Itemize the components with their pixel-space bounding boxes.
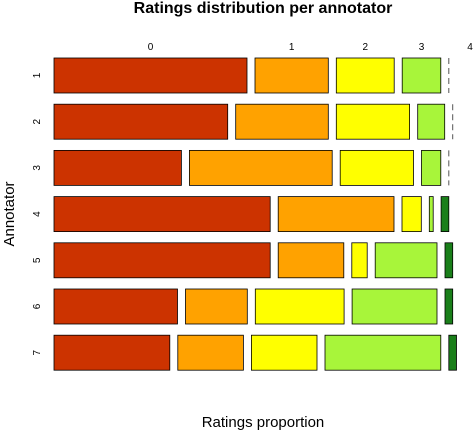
annotator-tick-7: 7	[32, 349, 43, 355]
rating-tick-0: 0	[148, 42, 154, 53]
annotator-tick-4: 4	[32, 211, 43, 217]
mosaic-tiles	[53, 57, 457, 371]
tile-7-0	[53, 334, 171, 371]
tile-2-2	[335, 103, 410, 140]
tile-3-1	[188, 149, 333, 186]
tile-5-0	[53, 242, 271, 279]
annotator-tick-1: 1	[32, 72, 43, 78]
annotator-tick-5: 5	[32, 257, 43, 263]
tile-2-1	[235, 103, 329, 140]
tile-6-1	[185, 288, 248, 325]
tile-7-1	[177, 334, 244, 371]
tile-3-2	[339, 149, 414, 186]
rating-tick-2: 2	[363, 42, 369, 53]
tile-6-4	[444, 288, 454, 325]
tile-5-4	[444, 242, 454, 279]
tile-2-3	[417, 103, 446, 140]
y-axis-label: Annotator	[1, 181, 18, 246]
annotator-tick-2: 2	[32, 118, 43, 124]
tile-5-2	[351, 242, 368, 279]
tile-4-1	[277, 196, 395, 233]
tile-7-4	[448, 334, 457, 371]
tile-4-2	[401, 196, 422, 233]
tile-1-0	[53, 57, 248, 94]
tile-5-1	[277, 242, 345, 279]
tile-1-3	[401, 57, 442, 94]
tile-3-3	[421, 149, 442, 186]
tile-3-0	[53, 149, 182, 186]
tile-2-0	[53, 103, 229, 140]
tile-1-1	[254, 57, 329, 94]
annotator-tick-3: 3	[32, 165, 43, 171]
tile-1-2	[335, 57, 395, 94]
annotator-tick-6: 6	[32, 303, 43, 309]
chart-title: Ratings distribution per annotator	[134, 0, 393, 17]
tile-5-3	[374, 242, 438, 279]
tile-4-0	[53, 196, 271, 233]
tick-labels: 0 1 2 3 4 1 2 3 4 5 6 7	[32, 42, 473, 355]
tile-6-0	[53, 288, 178, 325]
rating-tick-4: 4	[467, 42, 473, 53]
tile-4-4	[440, 196, 450, 233]
tile-4-3	[428, 196, 434, 233]
rating-tick-3: 3	[419, 42, 425, 53]
tile-6-3	[351, 288, 438, 325]
rating-tick-1: 1	[289, 42, 295, 53]
x-axis-label: Ratings proportion	[202, 414, 325, 431]
tile-6-2	[254, 288, 345, 325]
tile-7-2	[250, 334, 318, 371]
tile-7-3	[324, 334, 442, 371]
